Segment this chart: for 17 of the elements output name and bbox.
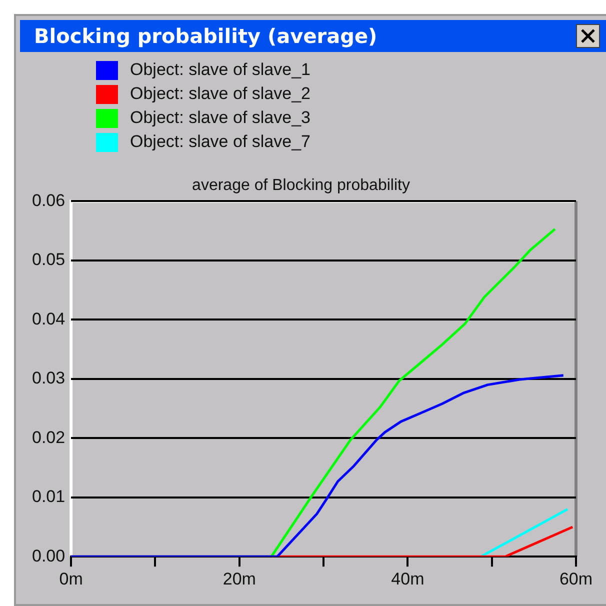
- x-tick-label: 60m: [559, 569, 593, 588]
- chart-subtitle: average of Blocking probability: [192, 177, 410, 194]
- x-tick-label: 40m: [391, 569, 424, 588]
- y-tick-label: 0.01: [32, 487, 66, 506]
- legend-label: Object: slave of slave_3: [130, 108, 310, 128]
- x-tick-label: 0m: [59, 569, 83, 588]
- y-tick-label: 0.02: [32, 428, 66, 447]
- legend-label: Object: slave of slave_2: [130, 84, 310, 104]
- legend-label: Object: slave of slave_7: [130, 132, 310, 152]
- y-tick-label: 0.05: [32, 250, 66, 270]
- chart-title: Blocking probability (average): [34, 24, 378, 48]
- y-tick-label: 0.06: [32, 190, 66, 210]
- y-tick-label: 0.00: [32, 546, 66, 566]
- y-tick-label: 0.04: [32, 309, 66, 328]
- legend-label: Object: slave of slave_1: [130, 60, 310, 80]
- y-tick-label: 0.03: [32, 368, 66, 388]
- x-tick-label: 20m: [222, 569, 256, 588]
